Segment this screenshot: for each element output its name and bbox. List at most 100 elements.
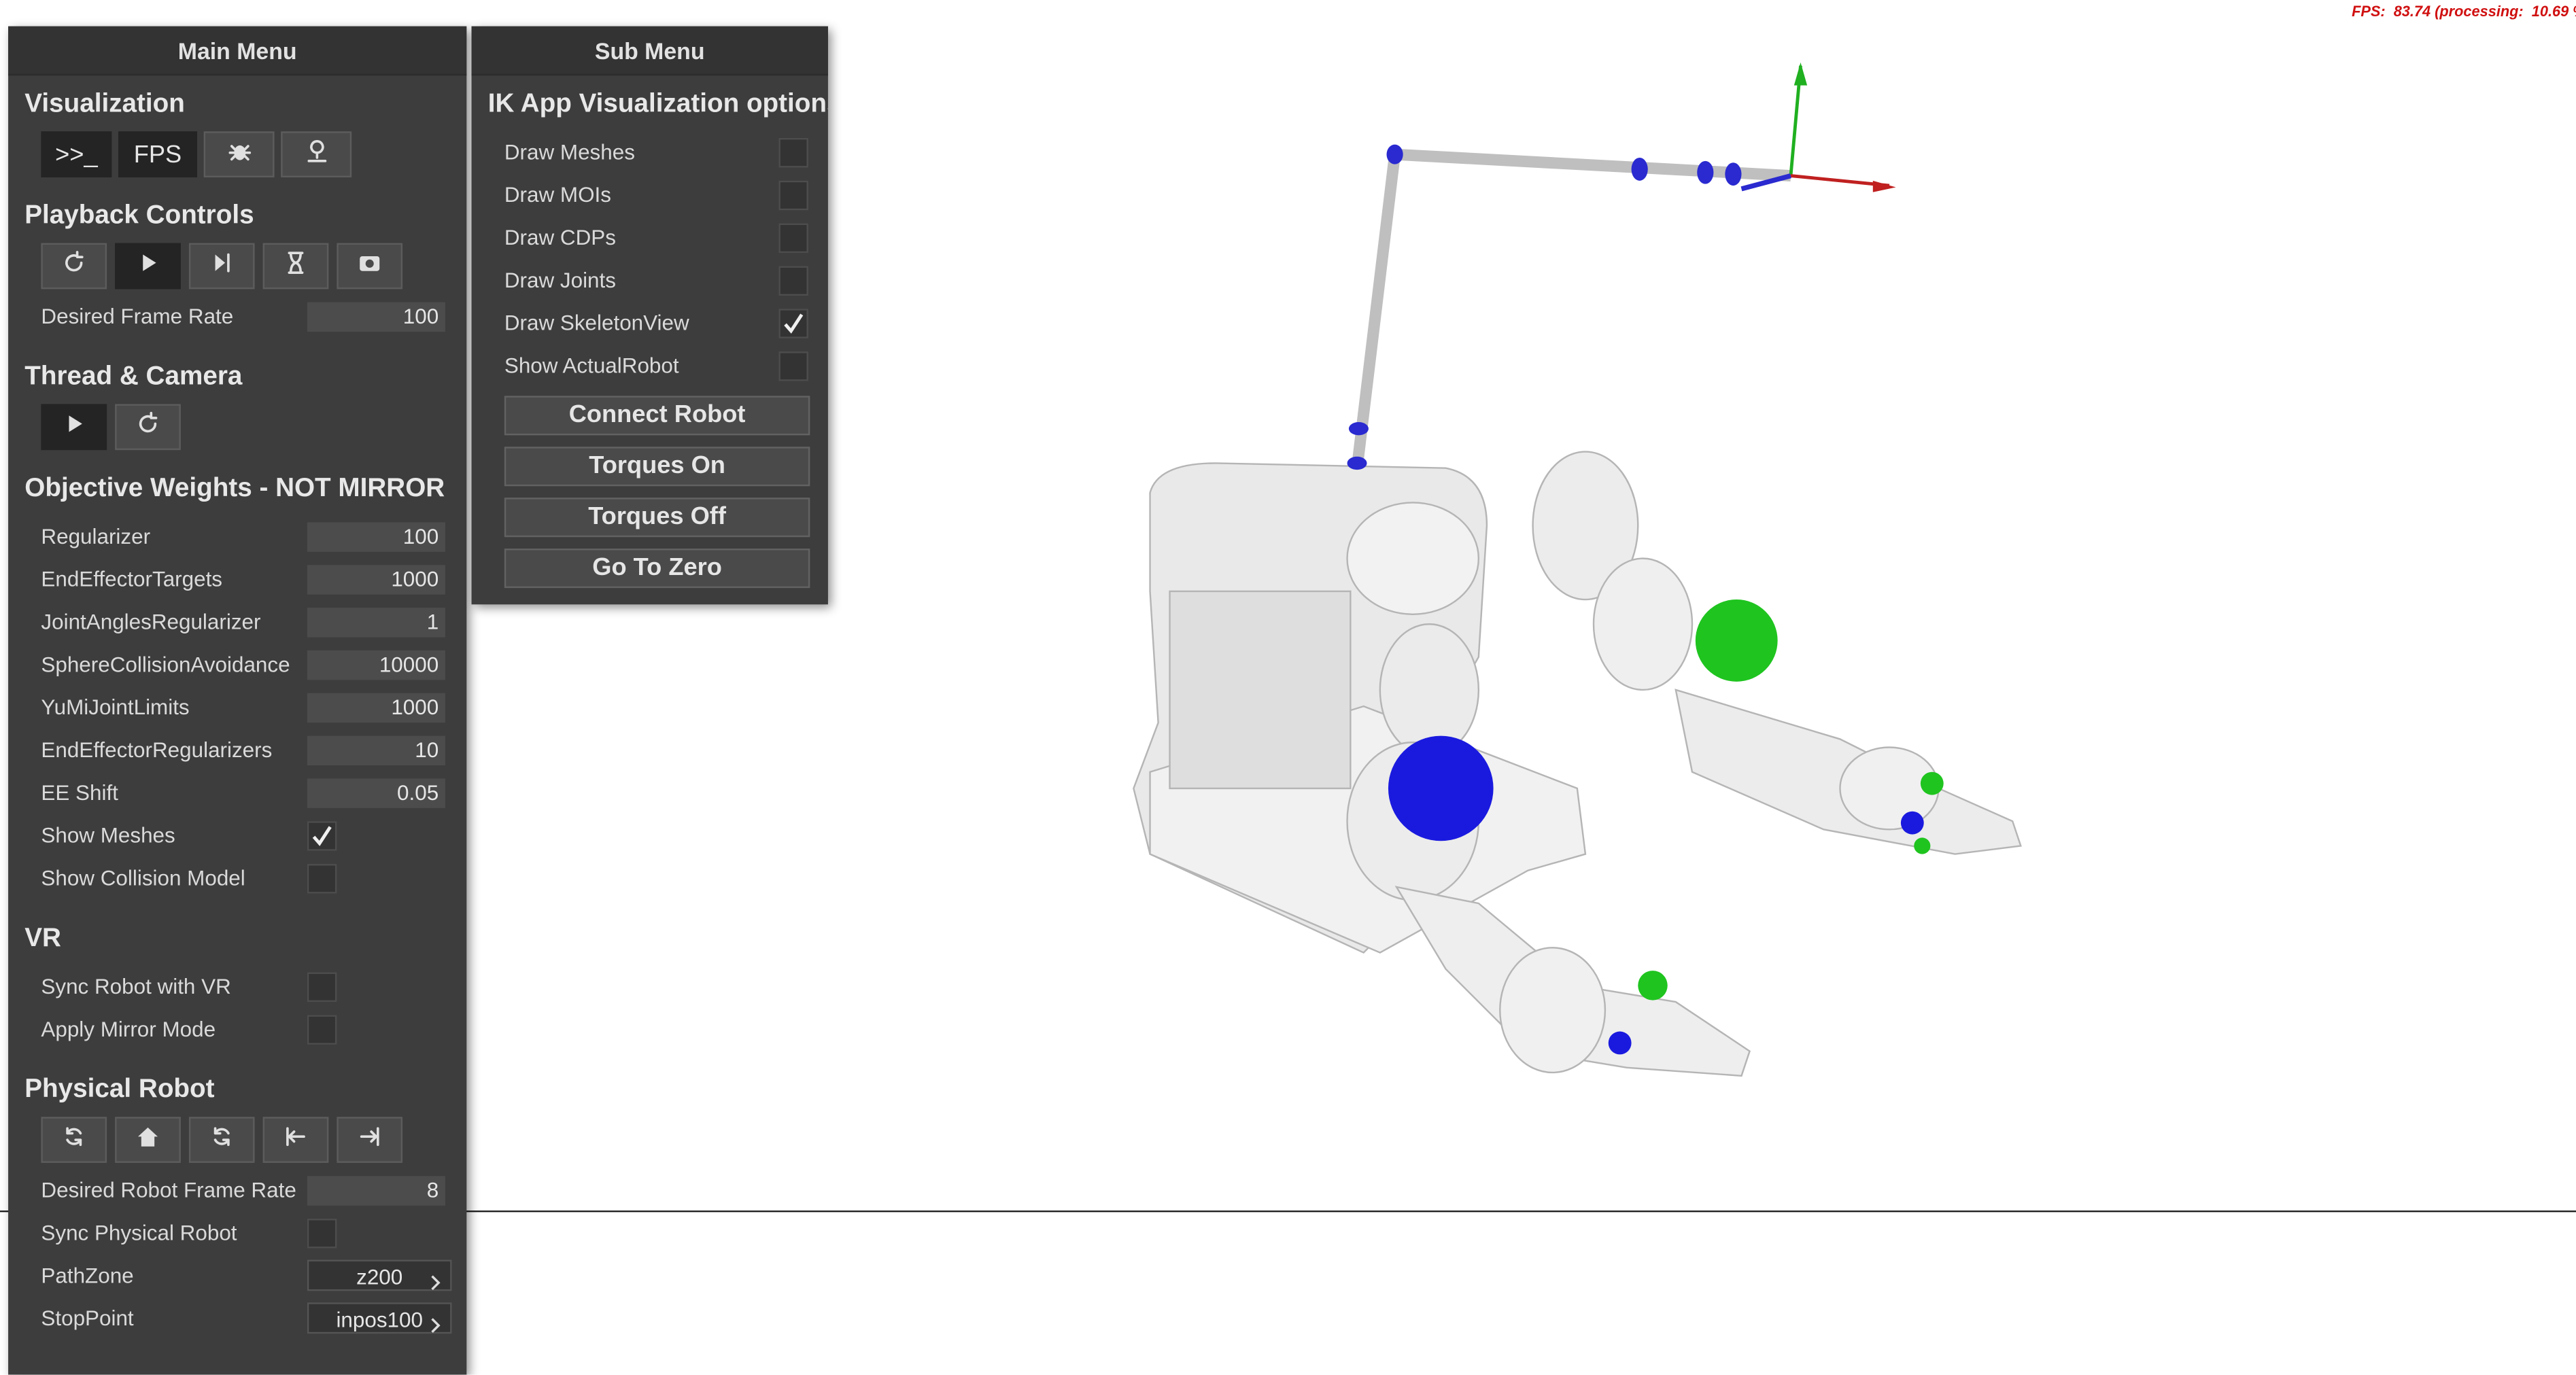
setting-label: JointAnglesRegularizer xyxy=(41,609,261,634)
dropdown[interactable]: z200 xyxy=(307,1259,452,1291)
checkbox[interactable] xyxy=(307,1219,337,1249)
number-field[interactable]: 100 xyxy=(307,302,445,332)
setting-label: Desired Robot Frame Rate xyxy=(41,1177,296,1202)
icon xyxy=(61,249,87,282)
main-menu: Main Menu Visualization >>_ FPS Playback Co… xyxy=(8,26,467,1375)
icon-glyph xyxy=(228,145,250,161)
setting-row: Show Meshes xyxy=(8,815,466,858)
check-glyph xyxy=(784,313,804,334)
panel-title: Sub Menu xyxy=(471,26,828,76)
panel-body: Visualization >>_ FPS Playback Controls Desi… xyxy=(8,75,466,1340)
setting-row: Desired Robot Frame Rate 8 xyxy=(8,1170,466,1213)
action-button[interactable]: Connect Robot xyxy=(504,396,810,436)
number-field[interactable]: 0.05 xyxy=(307,778,445,808)
number-field[interactable]: 1000 xyxy=(307,693,445,723)
icon-glyph xyxy=(215,253,230,273)
section-title: Objective Weights - NOT MIRROR xyxy=(24,474,445,503)
button-row xyxy=(8,1117,466,1163)
icon-glyph xyxy=(286,1127,305,1147)
icon-glyph xyxy=(360,256,380,271)
setting-row: Draw CDPs xyxy=(472,217,828,260)
number-field[interactable]: 1000 xyxy=(307,565,445,595)
icon-glyph xyxy=(66,1127,82,1147)
number-field[interactable]: 1 xyxy=(307,608,445,638)
setting-label: Apply Mirror Mode xyxy=(41,1016,216,1042)
icon-button[interactable] xyxy=(115,1117,181,1163)
panel-body: IK App Visualization options Draw Meshes… xyxy=(472,75,828,387)
setting-row: EndEffectorRegularizers 10 xyxy=(8,729,466,772)
checkbox[interactable] xyxy=(778,309,808,338)
setting-row: StopPoint inpos100 xyxy=(8,1298,466,1340)
icon-button[interactable] xyxy=(337,1117,403,1163)
dropdown[interactable]: inpos100 xyxy=(307,1302,452,1334)
action-button[interactable]: Go To Zero xyxy=(504,549,810,589)
number-field[interactable]: 10 xyxy=(307,735,445,766)
icon-button[interactable] xyxy=(203,131,275,177)
section: VR Sync Robot with VR Apply Mirror Mode xyxy=(8,913,466,1051)
setting-label: Draw CDPs xyxy=(504,225,616,250)
icon-button[interactable] xyxy=(262,1117,329,1163)
checkbox[interactable] xyxy=(307,972,337,1003)
icon-button[interactable] xyxy=(115,404,181,451)
icon xyxy=(61,411,87,443)
icon xyxy=(283,1124,309,1156)
icon-button[interactable] xyxy=(281,131,352,177)
setting-label: Draw Joints xyxy=(504,267,616,293)
section-title: Visualization xyxy=(24,90,185,118)
section: Thread & Camera xyxy=(8,351,466,451)
setting-row: PathZone z200 xyxy=(8,1255,466,1298)
dropdown-value: inpos100 xyxy=(336,1307,423,1332)
setting-row: Regularizer 100 xyxy=(8,516,466,559)
number-field[interactable]: 10000 xyxy=(307,650,445,680)
checkbox[interactable] xyxy=(778,351,808,381)
setting-label: EndEffectorRegularizers xyxy=(41,737,273,763)
icon-button[interactable] xyxy=(115,243,181,290)
setting-label: Show Meshes xyxy=(41,822,175,848)
icon-button[interactable] xyxy=(262,243,329,290)
action-button[interactable]: Torques Off xyxy=(504,498,810,538)
section-title: Thread & Camera xyxy=(24,363,243,391)
icon-glyph xyxy=(139,411,158,433)
checkbox[interactable] xyxy=(778,223,808,254)
setting-label: PathZone xyxy=(41,1263,134,1288)
section: Playback Controls Desired Frame Rate 100 xyxy=(8,190,466,338)
toolbar-button[interactable]: >>_ xyxy=(41,131,112,177)
icon-glyph xyxy=(137,1127,158,1147)
setting-label: EE Shift xyxy=(41,780,118,805)
icon-glyph xyxy=(360,1127,379,1147)
button-row xyxy=(8,243,466,290)
toolbar-button[interactable]: FPS xyxy=(118,131,197,177)
icon xyxy=(209,249,235,282)
icon-glyph xyxy=(143,254,156,271)
setting-row: Show Collision Model xyxy=(8,857,466,900)
checkbox[interactable] xyxy=(778,137,808,168)
icon-button[interactable] xyxy=(41,1117,107,1163)
check-glyph xyxy=(312,826,332,846)
robot-body xyxy=(1133,451,2022,1077)
section-title: Playback Controls xyxy=(24,202,254,230)
icon-button[interactable] xyxy=(337,243,403,290)
setting-label: EndEffectorTargets xyxy=(41,566,223,591)
icon xyxy=(135,249,161,282)
setting-label: Sync Physical Robot xyxy=(41,1220,237,1245)
number-field[interactable]: 100 xyxy=(307,522,445,552)
button-row xyxy=(8,404,466,451)
icon-button[interactable] xyxy=(188,1117,255,1163)
checkbox[interactable] xyxy=(778,180,808,211)
number-field[interactable]: 8 xyxy=(307,1176,445,1206)
chevron xyxy=(430,1268,441,1300)
action-button[interactable]: Torques On xyxy=(504,447,810,487)
icon xyxy=(303,138,330,171)
checkbox[interactable] xyxy=(307,821,337,851)
icon xyxy=(226,138,252,171)
icon-button[interactable] xyxy=(188,243,255,290)
icon-button[interactable] xyxy=(41,404,107,451)
checkbox[interactable] xyxy=(307,864,337,894)
checkbox[interactable] xyxy=(307,1015,337,1045)
icon-button[interactable] xyxy=(41,243,107,290)
icon xyxy=(356,249,383,282)
chevron-glyph xyxy=(431,1318,441,1333)
checkbox[interactable] xyxy=(778,266,808,296)
